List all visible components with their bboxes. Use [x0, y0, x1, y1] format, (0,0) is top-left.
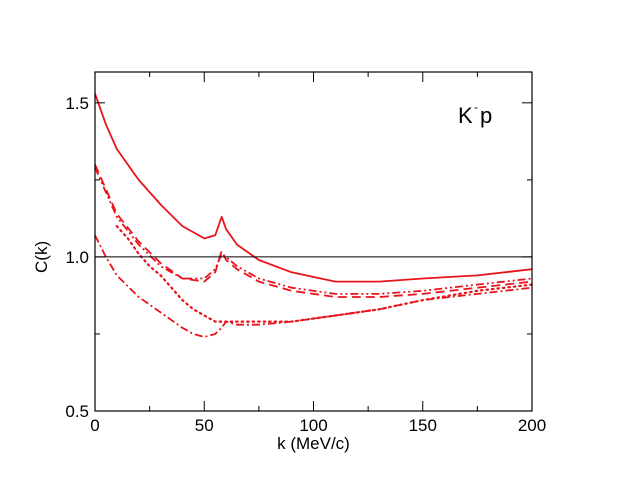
series-line-dash-double-dot — [94, 167, 533, 295]
x-tick-label: 50 — [195, 416, 214, 435]
series-line-dash-dot — [94, 234, 533, 338]
ticks-group: 0 50 100 150 200 0.5 1.0 1.5 — [65, 72, 546, 435]
y-tick-label: 0.5 — [65, 402, 89, 421]
series-group — [94, 93, 534, 338]
y-tick-label: 1.0 — [65, 248, 89, 267]
x-tick-label: 0 — [90, 416, 99, 435]
annotation: K - p — [458, 100, 492, 128]
series-line-dotted — [115, 225, 534, 323]
x-tick-label: 150 — [409, 416, 437, 435]
annotation-base: K — [458, 103, 473, 128]
series-line-solid — [94, 93, 533, 283]
y-tick-label: 1.5 — [65, 94, 89, 113]
y-axis-label: C(k) — [32, 241, 51, 273]
x-axis-label: k (MeV/c) — [277, 434, 350, 453]
annotation-superscript: - — [474, 100, 478, 114]
annotation-suffix: p — [480, 103, 492, 128]
x-tick-label: 100 — [299, 416, 327, 435]
x-tick-label: 200 — [518, 416, 546, 435]
